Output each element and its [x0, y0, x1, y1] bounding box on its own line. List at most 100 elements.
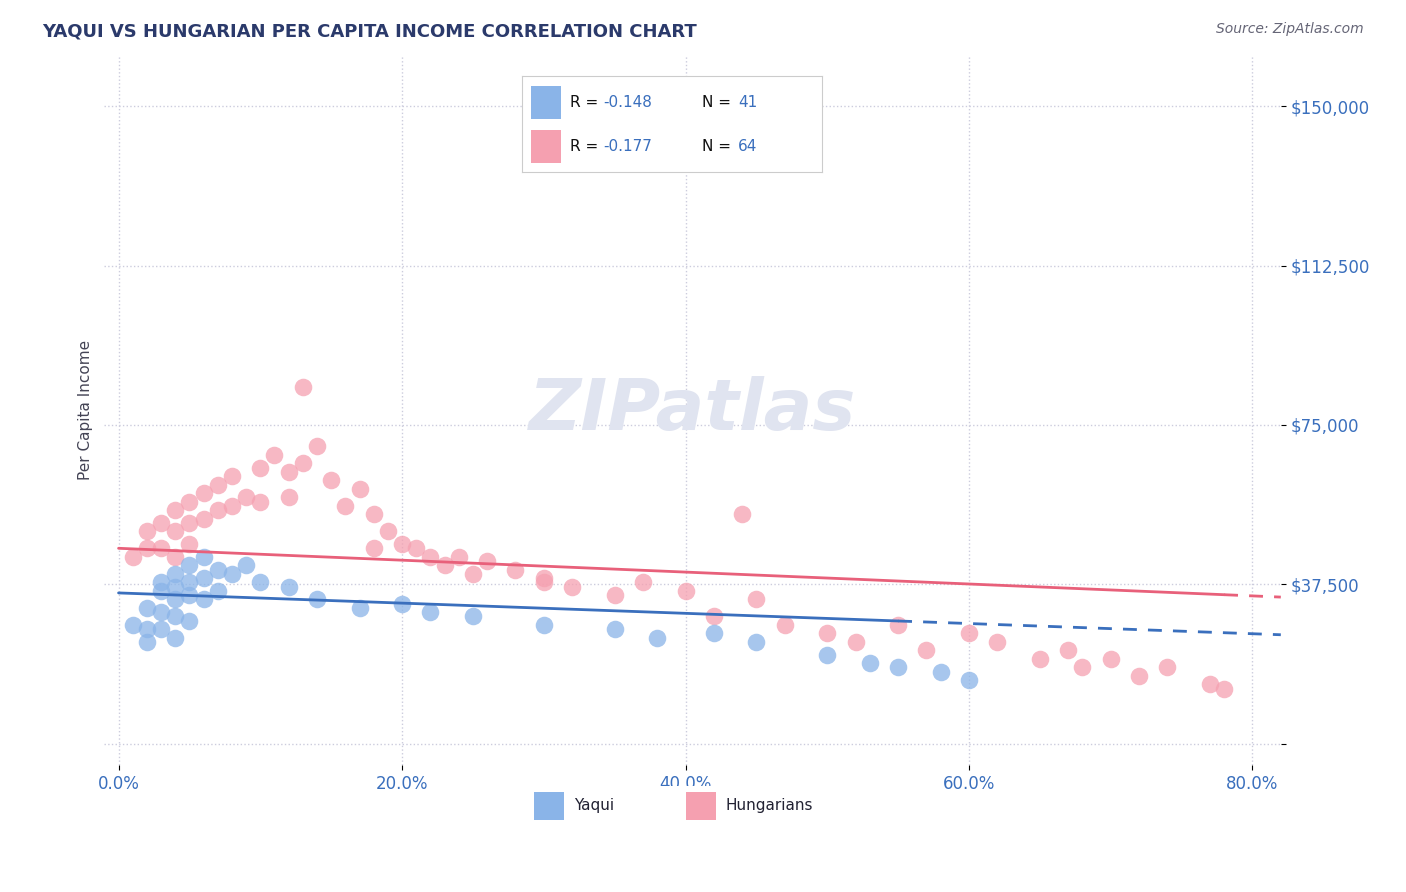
Point [135, 635, 157, 649]
Point [165, 592, 187, 607]
Point [277, 580, 299, 594]
Point [207, 477, 229, 491]
Point [150, 605, 173, 619]
Point [179, 516, 201, 530]
Point [561, 580, 583, 594]
Point [135, 600, 157, 615]
Point [193, 592, 215, 607]
Point [419, 549, 441, 564]
Text: YAQUI VS HUNGARIAN PER CAPITA INCOME CORRELATION CHART: YAQUI VS HUNGARIAN PER CAPITA INCOME COR… [42, 22, 697, 40]
Point [815, 626, 838, 640]
Y-axis label: Per Capita Income: Per Capita Income [79, 340, 93, 480]
Point [703, 609, 725, 624]
Point [405, 541, 427, 556]
Point [533, 571, 555, 585]
Point [815, 648, 838, 662]
Point [957, 673, 980, 687]
Point [150, 622, 173, 636]
Point [533, 575, 555, 590]
Point [165, 549, 187, 564]
Point [207, 583, 229, 598]
Point [391, 597, 413, 611]
Point [193, 549, 215, 564]
Point [193, 486, 215, 500]
Point [321, 473, 343, 487]
Point [1099, 652, 1122, 666]
Point [277, 465, 299, 479]
Point [887, 660, 910, 674]
Point [363, 508, 385, 522]
Point [291, 380, 314, 394]
Point [135, 622, 157, 636]
Point [1057, 643, 1080, 657]
Point [193, 511, 215, 525]
Point [845, 635, 868, 649]
Point [915, 643, 938, 657]
Point [447, 549, 470, 564]
Point [235, 558, 257, 573]
Point [631, 575, 654, 590]
Point [249, 460, 271, 475]
Point [461, 566, 484, 581]
Point [179, 588, 201, 602]
Point [165, 503, 187, 517]
Point [1029, 652, 1052, 666]
Point [150, 541, 173, 556]
Point [1128, 669, 1150, 683]
Point [150, 516, 173, 530]
Point [121, 549, 143, 564]
Point [165, 631, 187, 645]
Point [150, 575, 173, 590]
Point [475, 554, 498, 568]
Point [377, 524, 399, 539]
Point [1156, 660, 1178, 674]
Point [121, 617, 143, 632]
Point [207, 503, 229, 517]
Point [179, 614, 201, 628]
Point [703, 626, 725, 640]
Point [731, 508, 754, 522]
Point [179, 575, 201, 590]
Point [135, 524, 157, 539]
Point [645, 631, 668, 645]
Point [349, 482, 371, 496]
Point [433, 558, 456, 573]
Point [461, 609, 484, 624]
Point [335, 499, 357, 513]
Point [135, 541, 157, 556]
Point [505, 562, 527, 576]
Point [221, 469, 243, 483]
Point [179, 494, 201, 508]
Point [150, 583, 173, 598]
Point [305, 439, 328, 453]
Point [165, 609, 187, 624]
Point [221, 499, 243, 513]
Point [745, 592, 768, 607]
Point [179, 558, 201, 573]
Point [773, 617, 796, 632]
Point [957, 626, 980, 640]
Point [165, 566, 187, 581]
Point [1199, 677, 1222, 691]
Point [249, 494, 271, 508]
Text: ZIPatlas: ZIPatlas [529, 376, 856, 444]
Point [193, 571, 215, 585]
Point [675, 583, 697, 598]
Point [391, 537, 413, 551]
Point [277, 490, 299, 504]
Point [1071, 660, 1094, 674]
Point [221, 566, 243, 581]
Point [165, 580, 187, 594]
Point [249, 575, 271, 590]
Point [207, 562, 229, 576]
Point [533, 617, 555, 632]
Point [745, 635, 768, 649]
Point [263, 448, 285, 462]
Point [929, 665, 952, 679]
Point [165, 524, 187, 539]
Point [1213, 681, 1236, 696]
Text: Source: ZipAtlas.com: Source: ZipAtlas.com [1216, 22, 1364, 37]
Point [986, 635, 1008, 649]
Point [291, 456, 314, 470]
Point [235, 490, 257, 504]
